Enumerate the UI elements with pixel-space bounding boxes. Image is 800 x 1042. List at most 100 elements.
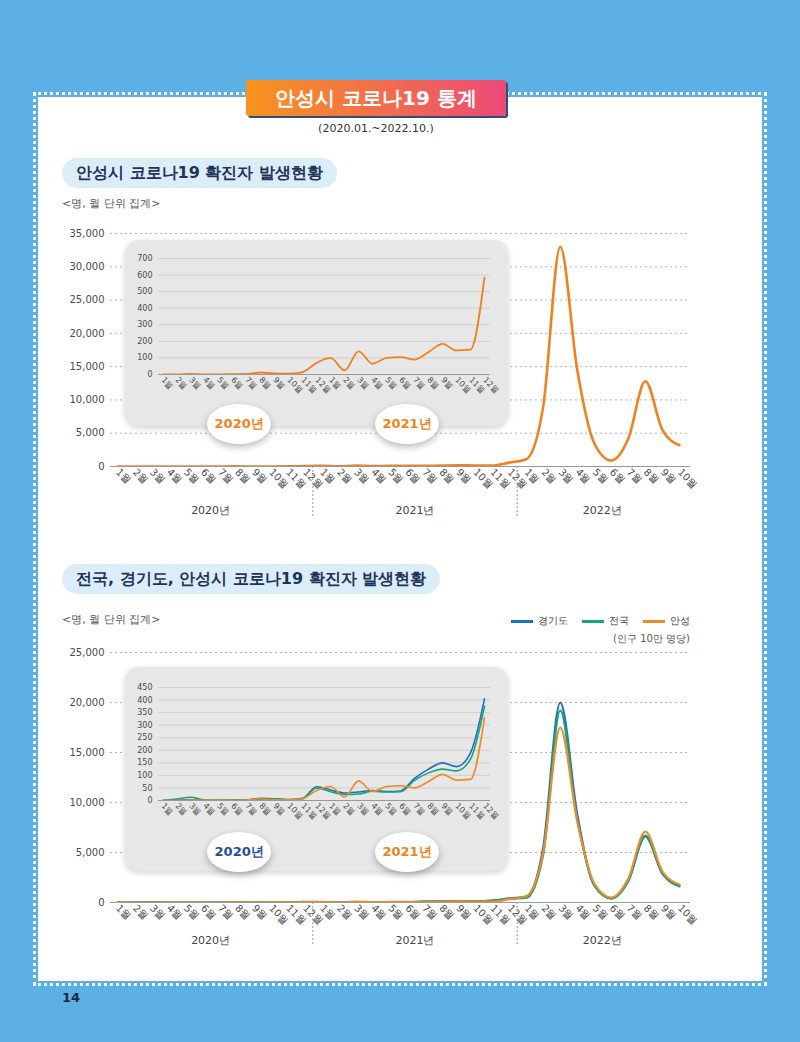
svg-text:2022년: 2022년 bbox=[583, 934, 622, 947]
svg-text:2월: 2월 bbox=[173, 801, 189, 817]
svg-text:4월: 4월 bbox=[201, 375, 217, 391]
svg-text:3월: 3월 bbox=[187, 375, 203, 391]
svg-text:8월: 8월 bbox=[257, 375, 273, 391]
svg-text:4월: 4월 bbox=[574, 902, 593, 921]
svg-text:5월: 5월 bbox=[386, 902, 405, 921]
svg-text:0: 0 bbox=[147, 796, 152, 805]
svg-text:2월: 2월 bbox=[335, 902, 354, 921]
svg-text:6월: 6월 bbox=[397, 375, 413, 391]
svg-text:2월: 2월 bbox=[173, 375, 189, 391]
svg-text:5월: 5월 bbox=[383, 801, 399, 817]
svg-text:2020년: 2020년 bbox=[191, 504, 230, 517]
svg-text:7월: 7월 bbox=[243, 801, 259, 817]
svg-text:25,000: 25,000 bbox=[70, 294, 105, 305]
svg-text:7월: 7월 bbox=[625, 466, 644, 485]
svg-text:1월: 1월 bbox=[159, 375, 175, 391]
svg-text:15,000: 15,000 bbox=[70, 747, 105, 758]
svg-text:4월: 4월 bbox=[369, 801, 385, 817]
svg-text:7월: 7월 bbox=[411, 801, 427, 817]
svg-text:4월: 4월 bbox=[369, 375, 385, 391]
svg-text:3월: 3월 bbox=[355, 375, 371, 391]
svg-text:2월: 2월 bbox=[540, 902, 559, 921]
svg-text:8월: 8월 bbox=[642, 902, 661, 921]
svg-text:8월: 8월 bbox=[257, 801, 273, 817]
svg-text:5월: 5월 bbox=[182, 466, 201, 485]
svg-text:1월: 1월 bbox=[318, 902, 337, 921]
svg-text:9월: 9월 bbox=[454, 902, 473, 921]
svg-text:7월: 7월 bbox=[216, 902, 235, 921]
svg-text:5,000: 5,000 bbox=[76, 847, 105, 858]
svg-text:6월: 6월 bbox=[229, 801, 245, 817]
svg-text:2월: 2월 bbox=[131, 466, 150, 485]
svg-text:7월: 7월 bbox=[420, 902, 439, 921]
svg-text:2월: 2월 bbox=[341, 375, 357, 391]
svg-text:9월: 9월 bbox=[454, 466, 473, 485]
svg-text:4월: 4월 bbox=[574, 466, 593, 485]
svg-text:15,000: 15,000 bbox=[70, 361, 105, 372]
svg-text:2020년: 2020년 bbox=[191, 934, 230, 947]
svg-text:400: 400 bbox=[137, 304, 152, 313]
svg-text:9월: 9월 bbox=[659, 902, 678, 921]
svg-text:2월: 2월 bbox=[540, 466, 559, 485]
svg-text:9월: 9월 bbox=[271, 375, 287, 391]
svg-text:2월: 2월 bbox=[335, 466, 354, 485]
svg-text:3월: 3월 bbox=[352, 902, 371, 921]
svg-text:5월: 5월 bbox=[591, 466, 610, 485]
svg-text:4월: 4월 bbox=[165, 902, 184, 921]
svg-text:9월: 9월 bbox=[439, 801, 455, 817]
svg-text:5월: 5월 bbox=[383, 375, 399, 391]
svg-text:7월: 7월 bbox=[216, 466, 235, 485]
svg-text:10월: 10월 bbox=[676, 466, 700, 490]
svg-text:8월: 8월 bbox=[425, 375, 441, 391]
svg-text:3월: 3월 bbox=[557, 902, 576, 921]
svg-text:6월: 6월 bbox=[397, 801, 413, 817]
svg-text:9월: 9월 bbox=[659, 466, 678, 485]
svg-text:8월: 8월 bbox=[642, 466, 661, 485]
svg-text:30,000: 30,000 bbox=[70, 261, 105, 272]
svg-text:0: 0 bbox=[98, 461, 104, 472]
svg-text:2월: 2월 bbox=[341, 801, 357, 817]
svg-text:7월: 7월 bbox=[411, 375, 427, 391]
svg-text:200: 200 bbox=[137, 337, 152, 346]
svg-text:7월: 7월 bbox=[420, 466, 439, 485]
svg-text:10,000: 10,000 bbox=[70, 394, 105, 405]
svg-text:7월: 7월 bbox=[625, 902, 644, 921]
svg-text:500: 500 bbox=[137, 287, 152, 296]
svg-text:300: 300 bbox=[137, 721, 152, 730]
svg-text:5,000: 5,000 bbox=[76, 427, 105, 438]
svg-text:1월: 1월 bbox=[114, 902, 133, 921]
svg-text:7월: 7월 bbox=[243, 375, 259, 391]
svg-text:4월: 4월 bbox=[369, 902, 388, 921]
svg-text:6월: 6월 bbox=[199, 466, 218, 485]
svg-text:8월: 8월 bbox=[233, 466, 252, 485]
svg-text:300: 300 bbox=[137, 320, 152, 329]
svg-text:1월: 1월 bbox=[522, 902, 541, 921]
svg-text:10월: 10월 bbox=[676, 902, 700, 926]
svg-text:1월: 1월 bbox=[159, 801, 175, 817]
svg-text:3월: 3월 bbox=[355, 801, 371, 817]
svg-text:1월: 1월 bbox=[327, 801, 343, 817]
svg-text:6월: 6월 bbox=[403, 902, 422, 921]
svg-text:700: 700 bbox=[137, 254, 152, 263]
svg-text:35,000: 35,000 bbox=[70, 228, 105, 239]
svg-text:2월: 2월 bbox=[131, 902, 150, 921]
svg-text:8월: 8월 bbox=[233, 902, 252, 921]
svg-text:6월: 6월 bbox=[403, 466, 422, 485]
svg-text:3월: 3월 bbox=[352, 466, 371, 485]
svg-text:25,000: 25,000 bbox=[70, 647, 105, 658]
svg-text:12월: 12월 bbox=[481, 375, 500, 394]
svg-text:4월: 4월 bbox=[369, 466, 388, 485]
svg-text:9월: 9월 bbox=[250, 466, 269, 485]
svg-text:1월: 1월 bbox=[522, 466, 541, 485]
svg-text:3월: 3월 bbox=[148, 902, 167, 921]
svg-text:150: 150 bbox=[137, 758, 152, 767]
svg-text:3월: 3월 bbox=[187, 801, 203, 817]
svg-text:450: 450 bbox=[137, 683, 152, 692]
svg-text:50: 50 bbox=[142, 784, 152, 793]
svg-text:8월: 8월 bbox=[425, 801, 441, 817]
svg-text:100: 100 bbox=[137, 353, 152, 362]
svg-text:4월: 4월 bbox=[165, 466, 184, 485]
svg-text:1월: 1월 bbox=[114, 466, 133, 485]
svg-text:1월: 1월 bbox=[318, 466, 337, 485]
svg-text:10,000: 10,000 bbox=[70, 797, 105, 808]
